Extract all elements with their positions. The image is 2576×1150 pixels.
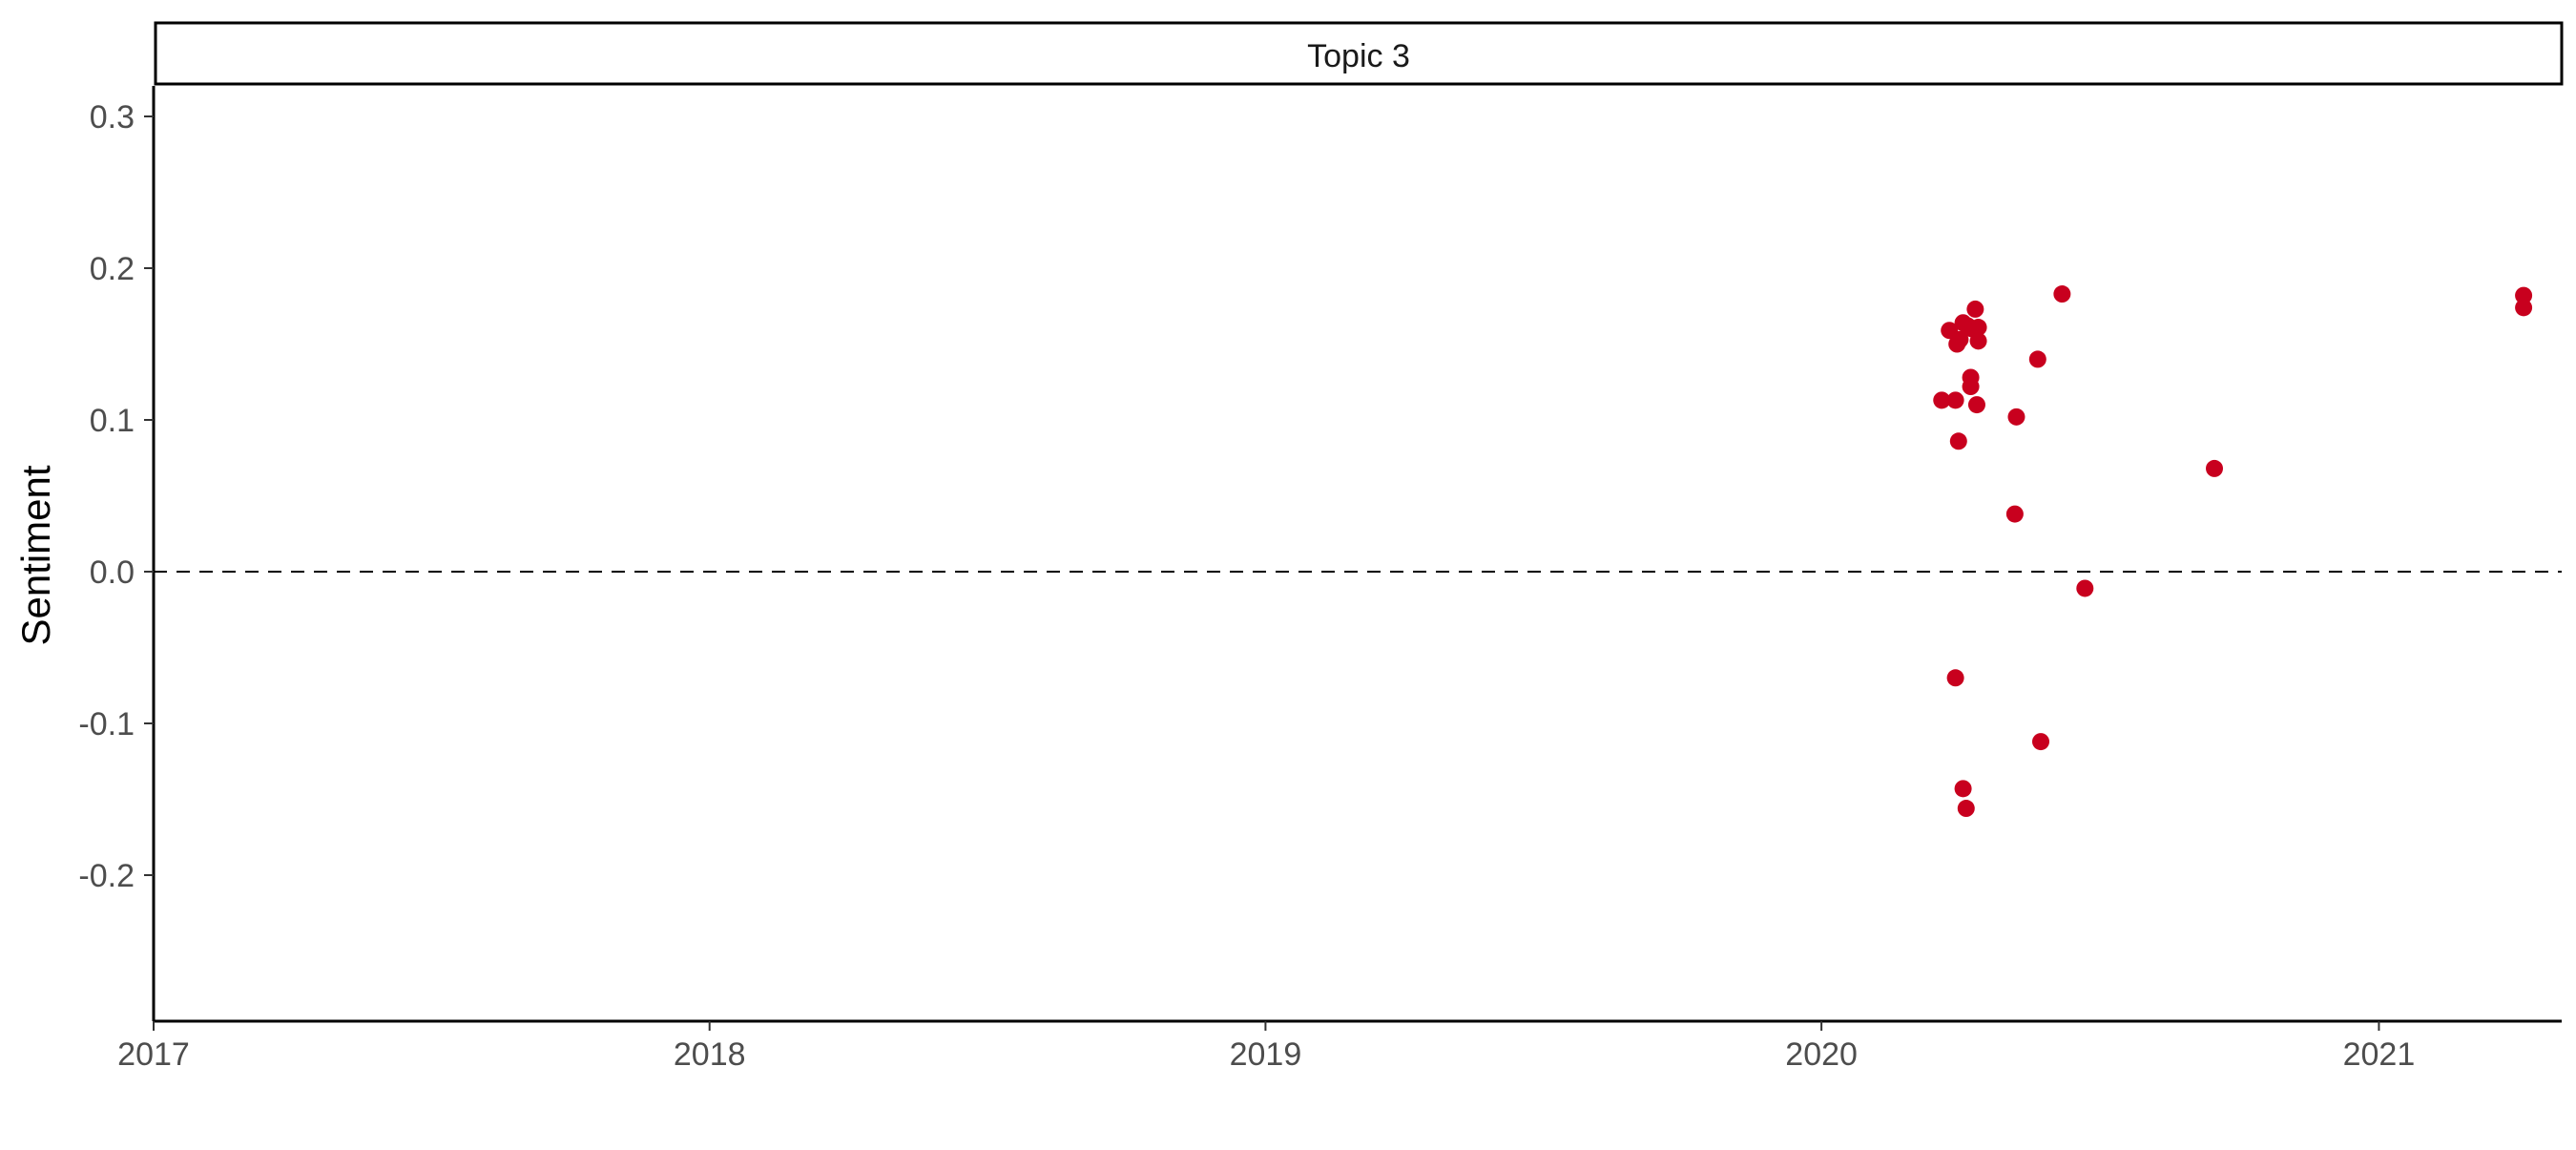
data-point [1967,396,1985,414]
data-point [1954,780,1972,798]
data-point [1933,391,1951,409]
y-axis-title: Sentiment [13,465,58,645]
data-point [2515,286,2533,304]
data-point [2005,505,2024,523]
y-tick-label: 0.2 [90,251,135,287]
data-point [1951,330,1969,348]
data-point [1946,669,1964,687]
data-point [2032,733,2050,751]
y-tick-label: -0.1 [78,706,135,742]
facet-strip [154,21,2564,86]
data-point [2028,350,2046,368]
y-tick-label: 0.3 [90,99,135,136]
x-tick-label: 2020 [1785,1036,1858,1073]
facet-strip-title: Topic 3 [1307,38,1410,74]
y-tick-label: 0.1 [90,403,135,439]
data-point [1966,300,1984,318]
data-point [1962,378,1980,396]
data-points [1933,285,2533,818]
data-point [2515,299,2533,317]
x-tick-label: 2021 [2343,1036,2416,1073]
x-tick-label: 2019 [1230,1036,1302,1073]
data-point [1949,432,1967,450]
data-point [1969,319,1987,337]
data-point [2206,459,2224,477]
data-point [2007,408,2025,426]
x-ticks: 2017 2018 2019 2020 2021 [117,1021,2415,1073]
data-point [2076,579,2094,597]
data-point [1969,332,1987,350]
x-tick-label: 2017 [117,1036,190,1073]
data-point [2053,285,2071,303]
y-tick-label: 0.0 [90,554,135,591]
data-point [1946,391,1964,409]
x-tick-label: 2018 [674,1036,746,1073]
data-point [1957,800,1975,818]
y-ticks: 0.3 0.2 0.1 0.0 -0.1 -0.2 [78,99,154,894]
y-tick-label: -0.2 [78,858,135,894]
